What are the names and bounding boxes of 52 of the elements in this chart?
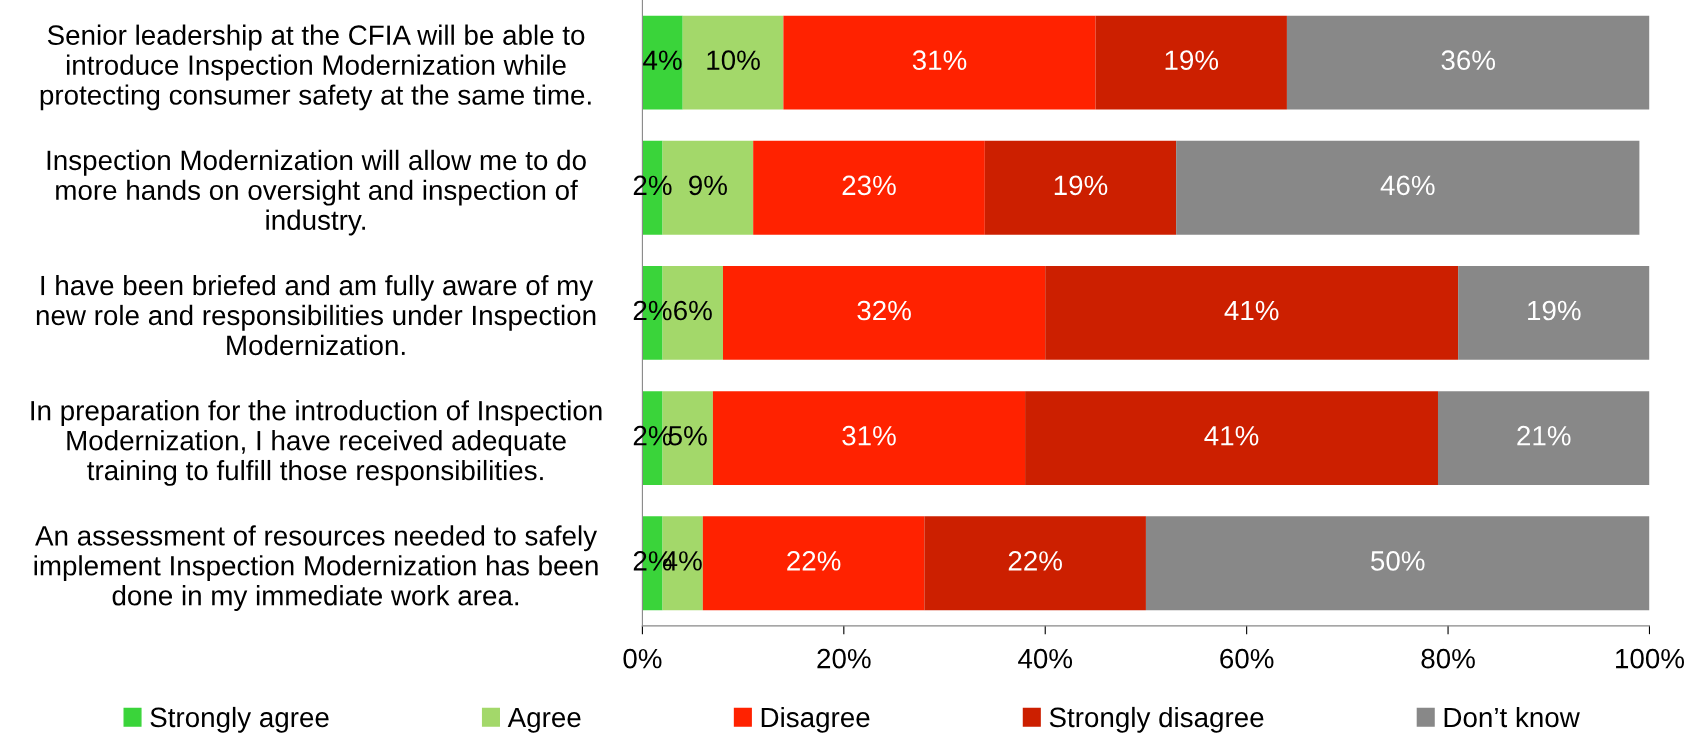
data-label: 22% [1008, 551, 1062, 571]
y-tick-label: An assessment of resources needed to safely implement Inspection Modernization has been done in my immediate work area. [34, 525, 598, 611]
y-tick-label: In preparation for the introduction of Inspection Modernization, I have received adequate training to fulfill those responsibilities. [31, 400, 602, 486]
bar [1458, 265, 1650, 360]
bar [1437, 391, 1650, 486]
y-tick-label: Inspection Modernization will allow me to do more hands on oversight and inspection of industry. [47, 149, 586, 236]
data-label: 9% [689, 175, 727, 196]
bar [783, 15, 1096, 110]
x-tick-label: 20% [817, 648, 871, 669]
data-label: 31% [912, 50, 967, 71]
bar [1176, 140, 1640, 235]
data-label: 23% [842, 175, 896, 196]
data-label: 31% [842, 425, 896, 446]
data-label: 6% [674, 300, 712, 321]
bar [1145, 516, 1650, 611]
data-label: 19% [1528, 300, 1581, 321]
x-tick-label: 60% [1220, 648, 1274, 669]
bar [722, 265, 1046, 360]
data-label: 19% [1165, 50, 1219, 71]
data-label: 50% [1371, 551, 1425, 571]
data-label: 10% [707, 50, 760, 71]
x-tick-label: 40% [1018, 648, 1073, 669]
legend-label: Disagree [761, 706, 870, 733]
data-label: 19% [1054, 175, 1108, 196]
data-label: 21% [1517, 425, 1571, 446]
data-label: 36% [1441, 50, 1496, 71]
bar [753, 140, 985, 235]
data-label: 4% [643, 50, 682, 70]
bar [1286, 15, 1650, 110]
y-tick-label: Senior leadership at the CFIA will be able to introduce Inspection Modernization while protecting consumer safety at the same time. [40, 24, 591, 111]
data-label: 41% [1204, 425, 1259, 446]
x-tick-label: 100% [1616, 648, 1685, 669]
bar [1025, 391, 1438, 486]
x-tick-label: 0% [623, 648, 662, 669]
x-tick-label: 80% [1421, 648, 1475, 669]
bar [682, 15, 784, 110]
bar [642, 15, 683, 110]
legend-label: Strongly disagree [1049, 706, 1264, 733]
data-label: 46% [1380, 175, 1435, 196]
bar [924, 516, 1146, 611]
y-tick-label: I have been briefed and am fully aware of my new role and responsibilities under Inspection Modernization. [36, 274, 596, 356]
bar [1095, 15, 1287, 110]
bar [984, 140, 1177, 235]
legend-label: Strongly agree [150, 706, 329, 733]
data-label: 32% [857, 300, 911, 321]
bar [702, 516, 925, 611]
data-label: 41% [1224, 300, 1279, 321]
data-label: 22% [787, 551, 841, 571]
legend-label: Don’t know [1444, 706, 1580, 728]
bar [712, 391, 1026, 486]
bar [1045, 265, 1459, 360]
legend-label: Agree [507, 707, 581, 733]
